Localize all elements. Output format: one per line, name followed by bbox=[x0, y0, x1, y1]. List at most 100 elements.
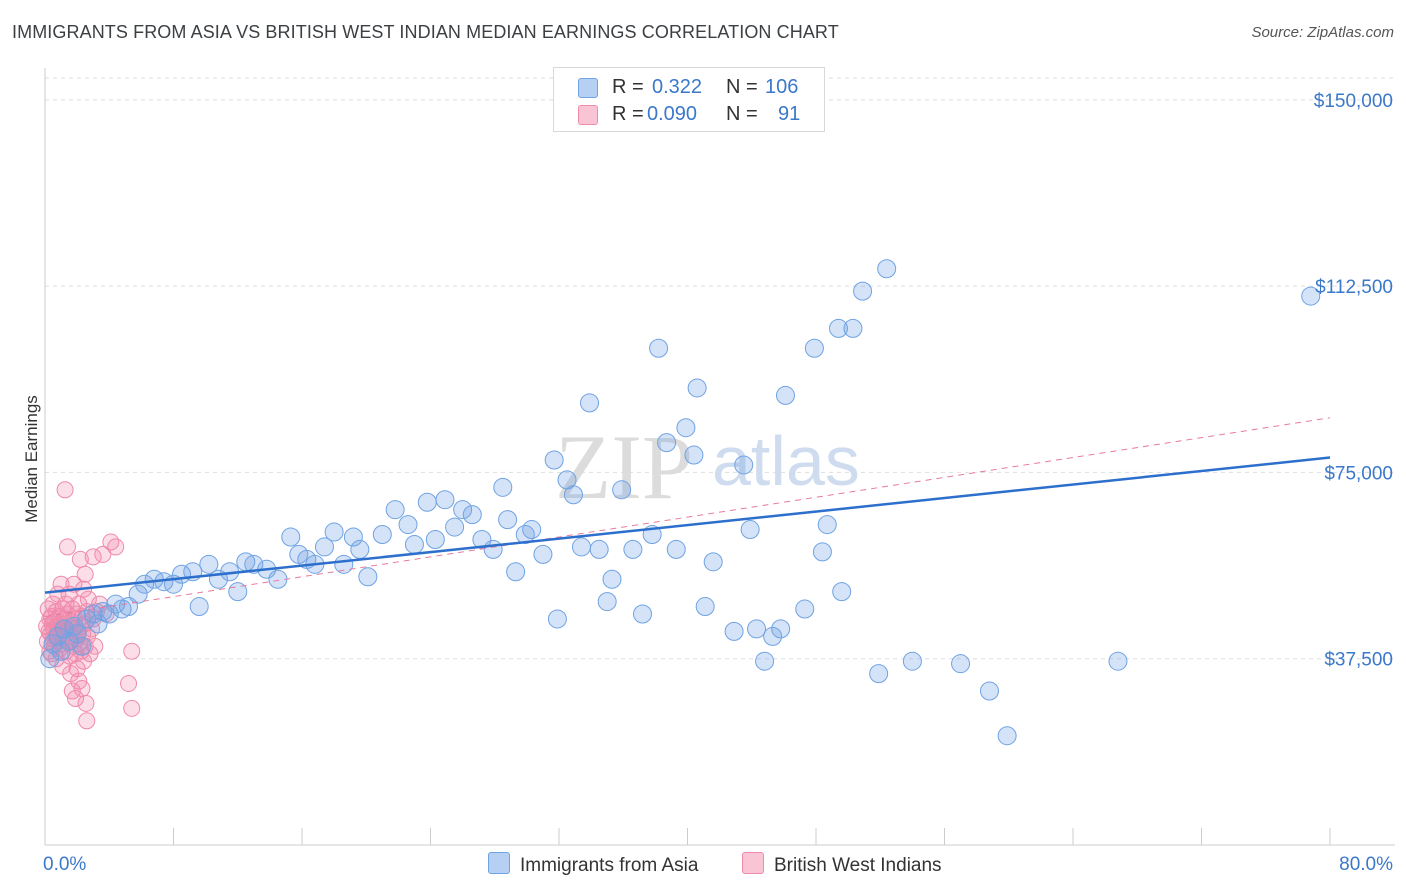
asia-point bbox=[189, 597, 209, 617]
legend-n-label: N = bbox=[726, 76, 758, 98]
asia-point bbox=[498, 510, 518, 530]
asia-point bbox=[385, 500, 405, 520]
asia-point bbox=[812, 542, 832, 562]
asia-point bbox=[350, 539, 370, 559]
asia-point bbox=[597, 592, 617, 612]
asia-point bbox=[676, 418, 696, 438]
legend-n-value: 91 bbox=[778, 103, 801, 125]
asia-point bbox=[51, 641, 71, 661]
asia-point bbox=[358, 567, 378, 587]
legend-row-asia: R = 0.322 N = 106 bbox=[554, 73, 824, 101]
asia-point bbox=[483, 539, 503, 559]
asia-point bbox=[832, 582, 852, 602]
asia-point bbox=[343, 527, 363, 547]
bwi-point bbox=[123, 642, 141, 660]
asia-point bbox=[547, 609, 567, 629]
asia-point bbox=[48, 626, 68, 646]
asia-point bbox=[602, 569, 622, 589]
bwi-point bbox=[86, 637, 104, 655]
asia-point bbox=[684, 445, 704, 465]
asia-point bbox=[67, 624, 87, 644]
bwi-point bbox=[67, 689, 85, 707]
asia-point bbox=[902, 651, 922, 671]
watermark: ZIP atlas bbox=[555, 416, 860, 518]
asia-point bbox=[623, 539, 643, 559]
asia-point bbox=[804, 338, 824, 358]
asia-point bbox=[533, 544, 553, 564]
asia-point bbox=[77, 609, 97, 629]
bwi-point bbox=[84, 548, 102, 566]
asia-point bbox=[589, 539, 609, 559]
y-axis-label: Median Earnings bbox=[22, 395, 41, 523]
asia-point bbox=[755, 651, 775, 671]
asia-point bbox=[997, 726, 1017, 746]
y-tick-label: $75,000 bbox=[1324, 463, 1393, 484]
asia-point bbox=[740, 520, 760, 540]
bwi-point bbox=[56, 481, 74, 499]
asia-point bbox=[398, 515, 418, 535]
asia-point bbox=[453, 500, 473, 520]
legend-r-label: R = bbox=[612, 76, 644, 98]
asia-point bbox=[795, 599, 815, 619]
asia-point bbox=[72, 636, 92, 656]
legend-r-value: 0.322 bbox=[652, 76, 703, 98]
asia-point bbox=[99, 604, 119, 624]
asia-point bbox=[877, 259, 897, 279]
bwi-point bbox=[94, 545, 112, 563]
legend-n-label: N = bbox=[726, 103, 758, 125]
asia-point bbox=[612, 480, 632, 500]
asia-point bbox=[281, 527, 301, 547]
asia-point bbox=[666, 539, 686, 559]
y-tick-label: $37,500 bbox=[1324, 650, 1393, 671]
asia-point bbox=[633, 604, 653, 624]
asia-point bbox=[771, 619, 791, 639]
asia-point bbox=[1108, 651, 1128, 671]
bwi-point bbox=[58, 538, 76, 556]
asia-point bbox=[493, 477, 513, 497]
asia-point bbox=[828, 318, 848, 338]
bwi-point bbox=[76, 565, 94, 583]
asia-point bbox=[244, 554, 264, 574]
asia-point bbox=[372, 525, 392, 545]
asia-point bbox=[40, 649, 60, 669]
bwi-point bbox=[79, 590, 97, 608]
asia-point bbox=[506, 562, 526, 582]
bwi-point bbox=[120, 675, 138, 693]
bottom-legend-label-bwi: British West Indians bbox=[774, 855, 942, 876]
legend-row-bwi: R = 0.090 N = 91 bbox=[554, 100, 824, 128]
asia-point bbox=[404, 534, 424, 554]
asia-point bbox=[59, 631, 79, 651]
asia-point bbox=[425, 529, 445, 549]
asia-point bbox=[324, 522, 344, 542]
bwi-point bbox=[78, 712, 96, 730]
asia-point bbox=[695, 597, 715, 617]
asia-point bbox=[544, 450, 564, 470]
asia-point bbox=[417, 492, 437, 512]
bottom-legend-swatch-pink bbox=[742, 852, 764, 874]
asia-point bbox=[869, 664, 889, 684]
bwi-point bbox=[73, 680, 91, 698]
asia-point bbox=[734, 455, 754, 475]
asia-point bbox=[314, 537, 334, 557]
asia-point bbox=[853, 281, 873, 301]
asia-point bbox=[687, 378, 707, 398]
asia-point bbox=[747, 619, 767, 639]
trend-lines bbox=[44, 417, 1331, 617]
asia-point bbox=[843, 318, 863, 338]
legend: R = 0.322 N = 106 R = 0.090 N = 91 bbox=[553, 67, 825, 132]
asia-point bbox=[462, 505, 482, 525]
asia-point bbox=[435, 490, 455, 510]
legend-swatch-blue bbox=[578, 78, 598, 98]
bwi-point bbox=[102, 533, 120, 551]
bottom-legend-bwi: British West Indians bbox=[742, 852, 942, 877]
asia-point bbox=[128, 584, 148, 604]
asia-point bbox=[703, 552, 723, 572]
asia-point bbox=[580, 393, 600, 413]
bottom-legend-label-asia: Immigrants from Asia bbox=[520, 855, 699, 876]
y-tick-label: $150,000 bbox=[1314, 91, 1393, 112]
bottom-legend-swatch-blue bbox=[488, 852, 510, 874]
legend-n-value: 106 bbox=[765, 76, 799, 98]
asia-point bbox=[775, 385, 795, 405]
immigrants-from-asia-points bbox=[40, 259, 1321, 746]
